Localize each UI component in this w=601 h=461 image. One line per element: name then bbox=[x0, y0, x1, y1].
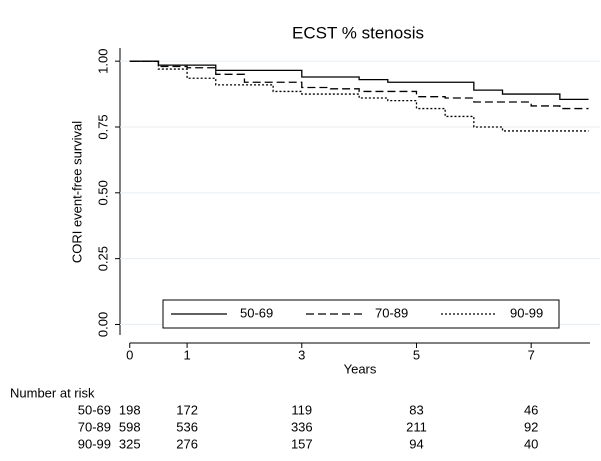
legend-label: 90-99 bbox=[510, 305, 543, 320]
risk-value: 325 bbox=[119, 436, 141, 451]
x-axis-label: Years bbox=[344, 361, 377, 376]
risk-row-label: 90-99 bbox=[78, 436, 111, 451]
risk-value: 119 bbox=[291, 402, 312, 417]
legend-label: 70-89 bbox=[375, 305, 408, 320]
survival-line bbox=[129, 60, 589, 132]
risk-value: 94 bbox=[409, 436, 423, 451]
risk-value: 92 bbox=[524, 419, 538, 434]
y-tick-label: 1.00 bbox=[95, 49, 110, 74]
chart-title: ECST % stenosis bbox=[292, 23, 424, 42]
y-tick-label: 0.50 bbox=[95, 180, 110, 205]
x-tick-label: 1 bbox=[183, 347, 190, 362]
risk-value: 536 bbox=[176, 419, 198, 434]
risk-value: 83 bbox=[409, 402, 423, 417]
risk-row-label: 50-69 bbox=[78, 402, 111, 417]
risk-table-title: Number at risk bbox=[10, 385, 95, 400]
risk-value: 211 bbox=[406, 419, 427, 434]
risk-value: 198 bbox=[119, 402, 141, 417]
risk-value: 336 bbox=[291, 419, 313, 434]
x-tick-label: 0 bbox=[126, 347, 133, 362]
risk-value: 598 bbox=[119, 419, 141, 434]
y-axis-label: CORI event-free survival bbox=[69, 121, 84, 263]
risk-value: 40 bbox=[524, 436, 538, 451]
risk-value: 157 bbox=[291, 436, 313, 451]
y-tick-label: 0.75 bbox=[95, 114, 110, 139]
survival-line bbox=[129, 60, 589, 110]
survival-line bbox=[129, 60, 589, 100]
x-tick-label: 3 bbox=[298, 347, 305, 362]
y-tick-label: 0.00 bbox=[95, 312, 110, 337]
x-tick-label: 7 bbox=[528, 347, 535, 362]
risk-value: 276 bbox=[176, 436, 198, 451]
x-tick-label: 5 bbox=[413, 347, 420, 362]
risk-value: 172 bbox=[176, 402, 198, 417]
risk-value: 46 bbox=[524, 402, 538, 417]
y-tick-label: 0.25 bbox=[95, 246, 110, 271]
legend-label: 50-69 bbox=[240, 305, 273, 320]
risk-row-label: 70-89 bbox=[78, 419, 111, 434]
